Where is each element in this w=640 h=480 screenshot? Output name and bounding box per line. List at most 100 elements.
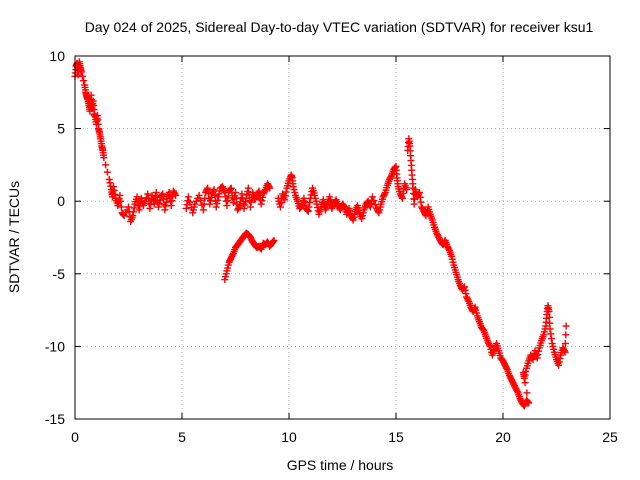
data-point bbox=[213, 200, 221, 208]
data-point bbox=[158, 191, 166, 199]
data-point bbox=[130, 204, 138, 212]
data-point bbox=[156, 196, 164, 204]
y-axis-label: SDTVAR / TECUs bbox=[6, 181, 22, 293]
data-point bbox=[168, 197, 176, 205]
data-point bbox=[460, 283, 468, 291]
data-point bbox=[129, 208, 137, 216]
data-point bbox=[246, 203, 254, 211]
data-point bbox=[206, 200, 214, 208]
data-point bbox=[199, 206, 207, 214]
grid-lines bbox=[75, 56, 610, 419]
data-point bbox=[105, 175, 113, 183]
data-point bbox=[261, 187, 269, 195]
data-point bbox=[282, 188, 290, 196]
y-tick-labels: 10 5 0 -5 -10 -15 bbox=[45, 48, 65, 427]
data-point bbox=[203, 186, 211, 194]
data-point bbox=[152, 188, 160, 196]
data-point bbox=[235, 203, 243, 211]
data-point bbox=[276, 203, 284, 211]
data-point bbox=[485, 341, 493, 349]
data-point bbox=[146, 204, 154, 212]
data-point bbox=[212, 203, 220, 211]
data-point bbox=[416, 193, 424, 201]
x-tick-labels: 0 5 10 15 20 25 bbox=[71, 429, 618, 445]
data-point bbox=[381, 190, 389, 198]
data-point bbox=[306, 199, 314, 207]
data-point bbox=[117, 203, 125, 211]
data-point bbox=[80, 77, 88, 85]
data-point bbox=[533, 354, 541, 362]
data-point bbox=[562, 331, 570, 339]
data-point bbox=[560, 347, 568, 355]
data-point bbox=[281, 192, 289, 200]
data-point bbox=[77, 68, 85, 76]
y-tick-label: 10 bbox=[49, 48, 65, 64]
data-point bbox=[555, 361, 563, 369]
data-point bbox=[114, 202, 122, 210]
data-point bbox=[417, 198, 425, 206]
data-point bbox=[374, 207, 382, 215]
data-point bbox=[265, 183, 273, 191]
data-point bbox=[197, 196, 205, 204]
data-point bbox=[521, 379, 529, 387]
data-point bbox=[227, 184, 235, 192]
data-point bbox=[561, 348, 569, 356]
data-point bbox=[247, 198, 255, 206]
data-point bbox=[415, 190, 423, 198]
x-tick-label: 25 bbox=[602, 429, 618, 445]
data-point bbox=[524, 398, 532, 406]
data-point bbox=[266, 184, 274, 192]
data-point bbox=[110, 183, 118, 191]
data-point bbox=[117, 197, 125, 205]
data-point bbox=[546, 325, 554, 333]
data-point bbox=[78, 72, 86, 80]
data-point bbox=[304, 207, 312, 215]
data-point bbox=[241, 201, 249, 209]
data-point bbox=[155, 200, 163, 208]
data-point bbox=[207, 193, 215, 201]
data-point bbox=[270, 236, 278, 244]
x-tick-label: 10 bbox=[281, 429, 297, 445]
data-point bbox=[162, 198, 170, 206]
data-point bbox=[555, 358, 563, 366]
data-point bbox=[116, 191, 124, 199]
data-point bbox=[281, 196, 289, 204]
data-point bbox=[186, 198, 194, 206]
data-point bbox=[525, 399, 533, 407]
data-point bbox=[223, 202, 231, 210]
data-point bbox=[305, 203, 313, 211]
x-axis-label: GPS time / hours bbox=[287, 457, 394, 473]
data-point bbox=[135, 206, 143, 214]
data-point bbox=[227, 185, 235, 193]
data-point bbox=[221, 188, 229, 196]
data-point bbox=[102, 161, 110, 169]
data-point bbox=[269, 237, 277, 245]
data-point bbox=[366, 203, 374, 211]
x-tick-label: 5 bbox=[178, 429, 186, 445]
data-point bbox=[403, 186, 411, 194]
data-point bbox=[535, 347, 543, 355]
data-point bbox=[301, 201, 309, 209]
plot-border bbox=[74, 55, 611, 420]
data-point bbox=[103, 168, 111, 176]
data-point bbox=[229, 251, 237, 259]
data-point bbox=[522, 368, 530, 376]
data-point bbox=[242, 194, 250, 202]
data-point bbox=[521, 371, 529, 379]
data-point bbox=[416, 188, 424, 196]
data-point bbox=[370, 197, 378, 205]
data-point bbox=[326, 193, 334, 201]
data-point bbox=[387, 173, 395, 181]
data-point bbox=[513, 387, 521, 395]
x-tick-label: 15 bbox=[388, 429, 404, 445]
data-point bbox=[277, 199, 285, 207]
data-point bbox=[171, 190, 179, 198]
data-point bbox=[211, 191, 219, 199]
data-point bbox=[398, 194, 406, 202]
data-point bbox=[195, 191, 203, 199]
data-point bbox=[464, 296, 472, 304]
data-point bbox=[182, 204, 190, 212]
data-point bbox=[304, 206, 312, 214]
data-point bbox=[445, 245, 453, 253]
